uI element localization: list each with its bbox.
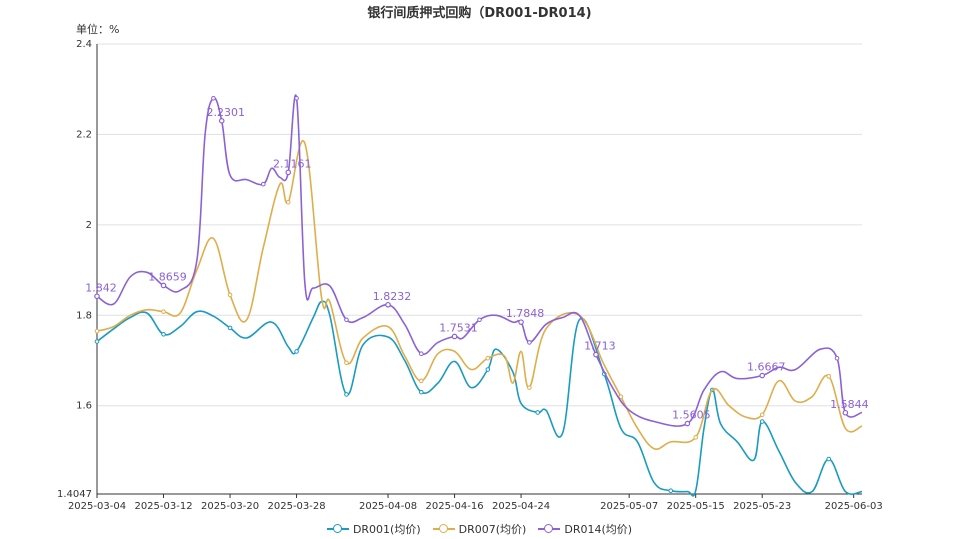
data-point bbox=[668, 488, 674, 493]
x-tick-label: 2025-05-07 bbox=[600, 501, 658, 512]
labeled-point bbox=[759, 372, 766, 379]
labeled-point bbox=[218, 118, 225, 124]
legend: DR001(均价) DR007(均价) DR014(均价) bbox=[0, 521, 959, 538]
data-point bbox=[161, 331, 166, 337]
y-tick-label: 1.6 bbox=[76, 401, 92, 412]
data-label: 1.7848 bbox=[506, 307, 545, 320]
labeled-point bbox=[285, 169, 292, 176]
labeled-point bbox=[593, 351, 599, 358]
labeled-point bbox=[518, 319, 524, 325]
data-point bbox=[618, 394, 624, 399]
data-point bbox=[485, 355, 491, 361]
data-point bbox=[527, 385, 532, 390]
data-label: 2.1161 bbox=[273, 157, 312, 170]
x-tick-label: 2025-05-23 bbox=[733, 501, 791, 512]
legend-line-icon bbox=[326, 523, 349, 535]
data-point bbox=[826, 456, 832, 462]
data-label: 1.5844 bbox=[830, 398, 869, 411]
data-point bbox=[294, 95, 299, 101]
y-tick-label: 2 bbox=[86, 220, 92, 231]
legend-item[interactable]: DR014(均价) bbox=[538, 521, 632, 537]
chart-title: 银行间质押式回购（DR001-DR014) bbox=[367, 6, 592, 21]
data-label: 2.2301 bbox=[206, 106, 245, 119]
data-point bbox=[344, 360, 349, 366]
series-line-dr014 bbox=[96, 94, 863, 427]
x-tick-label: 2025-04-16 bbox=[425, 501, 483, 512]
data-point bbox=[94, 339, 100, 344]
data-point bbox=[227, 325, 233, 331]
data-point bbox=[477, 317, 482, 323]
legend-line-icon bbox=[538, 523, 561, 535]
y-tick-label: 2.4 bbox=[76, 39, 92, 50]
data-point bbox=[418, 378, 424, 384]
data-point bbox=[344, 392, 349, 397]
x-tick-label: 2025-05-15 bbox=[667, 501, 725, 512]
data-point bbox=[759, 419, 765, 424]
data-point bbox=[261, 181, 266, 187]
labeled-point bbox=[451, 333, 458, 340]
x-tick-label: 2025-06-03 bbox=[825, 501, 883, 512]
data-point bbox=[344, 317, 349, 323]
legend-line-icon bbox=[432, 523, 455, 535]
data-point bbox=[227, 292, 233, 298]
data-point bbox=[161, 309, 166, 314]
labeled-point bbox=[160, 282, 167, 289]
x-tick-label: 2025-04-24 bbox=[492, 501, 550, 512]
data-label: 1.8232 bbox=[373, 290, 412, 303]
axes: 1.4047 1.6 1.8 2 2.2 2.4 2025-03-04 2025-03-12 2… bbox=[57, 39, 883, 512]
series-line-dr007 bbox=[96, 139, 863, 450]
data-label: 1.6667 bbox=[747, 361, 786, 374]
data-label: 1.7531 bbox=[439, 321, 478, 334]
data-point bbox=[211, 95, 216, 101]
data-point bbox=[826, 374, 832, 379]
data-point bbox=[527, 340, 532, 345]
legend-item[interactable]: DR007(均价) bbox=[432, 521, 527, 537]
data-point bbox=[418, 389, 424, 395]
legend-label: DR007(均价) bbox=[458, 523, 527, 536]
data-point bbox=[834, 355, 840, 361]
x-tick-label: 2025-03-20 bbox=[201, 501, 259, 512]
series-lines bbox=[94, 94, 863, 497]
data-point bbox=[418, 351, 424, 357]
data-label: 1.5605 bbox=[672, 409, 711, 422]
data-point bbox=[693, 435, 698, 440]
labeled-point bbox=[94, 293, 100, 300]
data-label: 1.713 bbox=[584, 340, 616, 353]
unit-label: 单位：% bbox=[76, 23, 120, 36]
data-label: 1.8659 bbox=[148, 270, 187, 283]
legend-item[interactable]: DR001(均价) bbox=[326, 521, 421, 537]
legend-label: DR001(均价) bbox=[352, 523, 421, 536]
labeled-point bbox=[684, 420, 691, 427]
data-point bbox=[759, 412, 765, 418]
data-point bbox=[285, 199, 291, 205]
labeled-point bbox=[385, 301, 391, 308]
y-tick-label: 2.2 bbox=[76, 129, 92, 140]
x-tick-label: 2025-03-04 bbox=[68, 501, 126, 512]
x-tick-label: 2025-03-28 bbox=[268, 501, 326, 512]
y-tick-label: 1.4047 bbox=[57, 489, 92, 500]
data-point bbox=[94, 328, 100, 334]
data-point bbox=[535, 410, 541, 415]
labeled-point bbox=[842, 409, 849, 416]
data-point bbox=[485, 367, 491, 372]
data-label: 1.842 bbox=[85, 281, 117, 294]
y-tick-label: 1.8 bbox=[76, 310, 92, 321]
series-line-dr001 bbox=[96, 300, 863, 497]
data-point bbox=[294, 349, 299, 354]
data-labels: 1.842 1.8659 2.2301 2.1161 1.8232 1.7531 1.784… bbox=[85, 106, 869, 427]
x-tick-label: 2025-03-12 bbox=[134, 501, 192, 512]
legend-label: DR014(均价) bbox=[564, 523, 633, 536]
x-tick-label: 2025-04-08 bbox=[359, 501, 417, 512]
